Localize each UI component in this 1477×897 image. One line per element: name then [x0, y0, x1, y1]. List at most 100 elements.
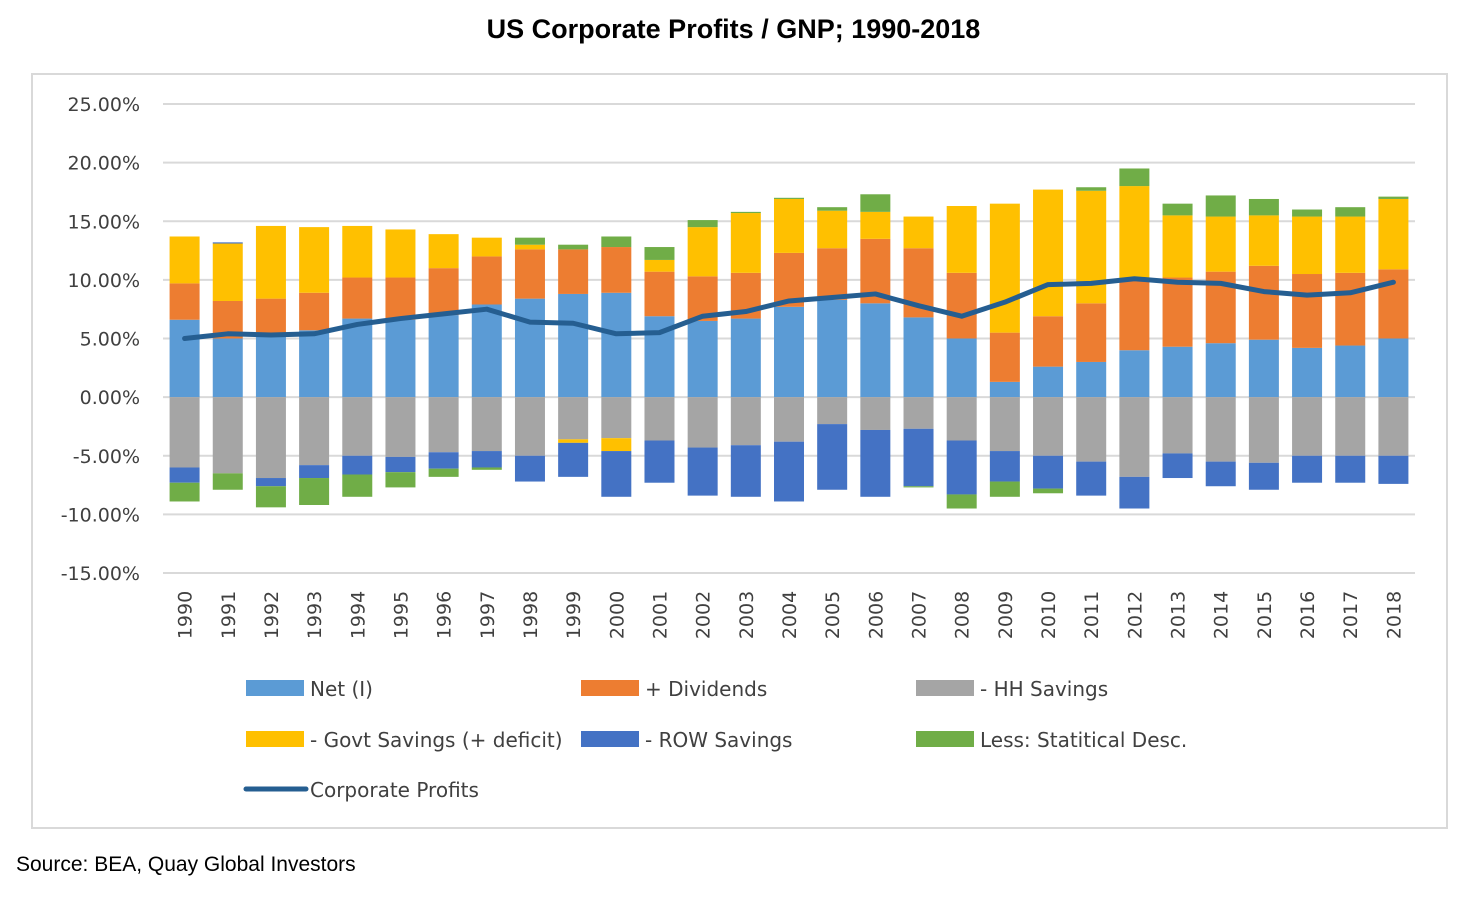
legend-swatch: [581, 731, 639, 747]
bar-segment: [1076, 187, 1107, 191]
x-tick-label: 2011: [1081, 591, 1103, 639]
bar-segment: [428, 268, 459, 316]
bar-segment: [774, 397, 804, 442]
x-tick-label: 2015: [1254, 591, 1276, 639]
bar-segment: [774, 198, 804, 253]
bar-segment: [601, 397, 632, 439]
bar-segment: [169, 467, 200, 483]
bar-segment: [817, 299, 848, 398]
bar-segment: [903, 397, 934, 429]
bar-segment: [817, 424, 848, 490]
bar-segment: [1292, 347, 1323, 398]
bar-segment: [428, 397, 459, 453]
bar-segment: [299, 330, 330, 398]
bar-segment: [860, 303, 891, 398]
legend-label: Less: Statitical Desc.: [980, 728, 1187, 752]
bar-segment: [428, 452, 459, 469]
x-tick-label: 1997: [477, 591, 499, 639]
bar-segment: [601, 236, 632, 248]
legend-swatch: [916, 731, 974, 747]
x-tick-label: 2018: [1383, 591, 1405, 639]
bar-segment: [860, 429, 891, 497]
x-tick-label: 2010: [1038, 591, 1060, 639]
bar-segment: [514, 455, 545, 482]
bar-segment: [989, 381, 1020, 398]
bar-segment: [169, 482, 200, 502]
x-tick-label: 2017: [1340, 591, 1362, 639]
bar-segment: [514, 237, 545, 245]
bar-segment: [1119, 168, 1150, 187]
bar-segment: [601, 247, 632, 293]
legend-item: - Govt Savings (+ deficit): [246, 728, 563, 752]
legend-label: + Dividends: [645, 677, 767, 701]
bar-segment: [428, 315, 459, 398]
bar-segment: [1205, 195, 1236, 217]
y-tick-label: -5.00%: [73, 446, 140, 468]
bar-segment: [471, 467, 502, 470]
x-tick-label: 1998: [520, 591, 542, 639]
y-tick-label: 25.00%: [68, 94, 140, 116]
bar-segment: [1335, 216, 1366, 273]
bar-segment: [730, 318, 761, 398]
bar-segment: [514, 244, 545, 250]
bar-segment: [989, 451, 1020, 482]
x-tick-label: 2006: [865, 591, 887, 639]
legend-label: - HH Savings: [980, 677, 1108, 701]
bar-segment: [212, 397, 243, 474]
bar-segment: [558, 439, 589, 443]
bar-segment: [989, 203, 1020, 333]
bar-segment: [342, 277, 373, 319]
bar-segment: [730, 211, 761, 214]
bar-segment: [1248, 215, 1279, 266]
bar-segment: [1378, 196, 1409, 199]
y-tick-label: 10.00%: [68, 270, 140, 292]
x-tick-label: 1999: [563, 591, 585, 639]
bar-segment: [1378, 198, 1409, 270]
x-tick-label: 2016: [1297, 591, 1319, 639]
bar-segment: [255, 478, 286, 487]
bar-segment: [1335, 207, 1366, 217]
x-tick-label: 2000: [606, 591, 628, 639]
bar-segment: [428, 468, 459, 477]
bar-segment: [903, 428, 934, 487]
bar-segment: [385, 319, 416, 398]
y-tick-label: -10.00%: [61, 504, 140, 526]
legend-item: + Dividends: [581, 677, 767, 701]
bar-segment: [342, 225, 373, 278]
bar-segment: [1248, 462, 1279, 490]
x-tick-label: 2008: [952, 591, 974, 639]
bar-segment: [1335, 345, 1366, 398]
bar-segment: [471, 256, 502, 305]
bar-segment: [1335, 455, 1366, 483]
bar-segment: [342, 318, 373, 398]
legend-swatch: [246, 680, 304, 696]
bar-segment: [1292, 274, 1323, 348]
bar-segment: [299, 478, 330, 505]
x-tick-label: 1992: [261, 591, 283, 639]
bar-segment: [558, 244, 589, 250]
bar-segment: [644, 247, 675, 260]
bar-segment: [1162, 215, 1193, 278]
bar-segment: [299, 465, 330, 479]
bar-segment: [1033, 397, 1064, 456]
legend-item: Less: Statitical Desc.: [916, 728, 1187, 752]
bar-segment: [687, 447, 718, 496]
bar-segment: [1205, 397, 1236, 462]
chart-frame: [31, 73, 1448, 829]
legend-label: Corporate Profits: [310, 778, 479, 802]
bar-segment: [471, 451, 502, 468]
y-tick-label: 5.00%: [80, 329, 140, 351]
y-tick-label: 15.00%: [68, 211, 140, 233]
bar-segment: [1076, 361, 1107, 398]
bar-segment: [644, 259, 675, 272]
bar-segment: [558, 249, 589, 294]
bars: [169, 168, 1409, 509]
bar-segment: [342, 474, 373, 497]
x-tick-label: 1990: [175, 591, 197, 639]
bar-segment: [514, 397, 545, 456]
bar-segment: [687, 220, 718, 228]
bar-segment: [946, 440, 977, 495]
bar-segment: [989, 332, 1020, 382]
bar-segment: [1076, 397, 1107, 462]
legend-swatch: [581, 680, 639, 696]
